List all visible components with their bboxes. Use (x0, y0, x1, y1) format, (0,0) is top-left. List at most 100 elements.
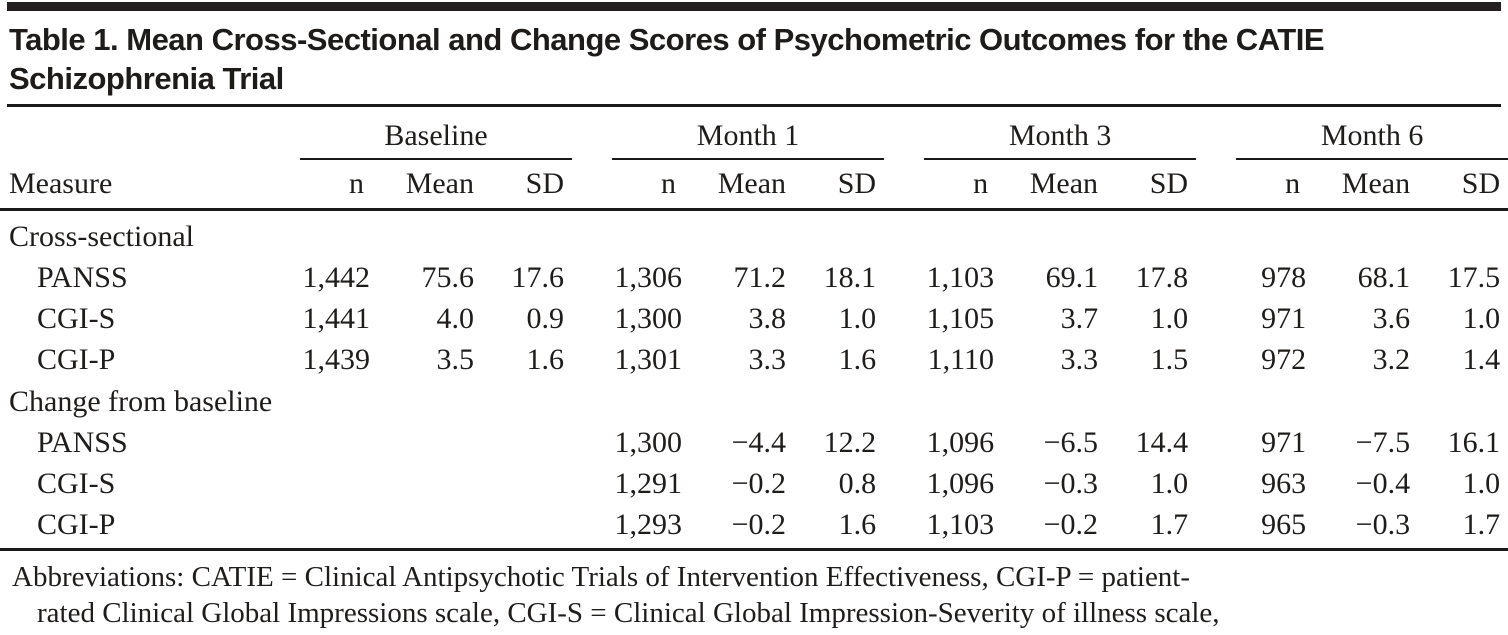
data-cell: 1,110 (927, 343, 995, 376)
data-cell: 1.7 (1462, 508, 1501, 541)
column-gap (884, 505, 924, 546)
row-label: PANSS (37, 426, 128, 459)
subheader-sd: SD (1418, 159, 1508, 211)
subheader-n: n (924, 159, 1003, 211)
data-cell: −0.2 (731, 467, 787, 500)
data-cell (482, 423, 572, 464)
column-gap (572, 258, 612, 299)
section-row: Change from baseline (0, 381, 1508, 423)
group-header-month1: Month 1 (612, 107, 885, 160)
data-cell (482, 464, 572, 505)
data-cell: 1,103 (926, 261, 995, 294)
data-cell: 1.7 (1150, 508, 1189, 541)
data-cell: 0.9 (526, 302, 565, 335)
top-rule-bar (7, 2, 1501, 11)
table-row: PANSS 1,300 −4.4 12.2 1,096 −6.5 14.4 97… (0, 423, 1508, 464)
data-cell (378, 505, 482, 546)
group-header-month6: Month 6 (1236, 107, 1508, 160)
row-label: CGI-P (37, 508, 116, 541)
column-gap (884, 340, 924, 381)
data-cell: 3.5 (436, 343, 475, 376)
column-gap (572, 423, 612, 464)
table-title-line1: Table 1. Mean Cross-Sectional and Change… (9, 22, 1325, 57)
data-cell: 1,096 (926, 467, 995, 500)
data-cell: 17.6 (511, 261, 565, 294)
table-row: CGI-S 1,441 4.0 0.9 1,300 3.8 1.0 1,105 … (0, 299, 1508, 340)
subheader-sd: SD (482, 159, 573, 211)
data-cell: 1,293 (614, 508, 683, 541)
data-cell: 14.4 (1135, 426, 1189, 459)
group-header-row: Measure Baseline Month 1 Month 3 Month 6 (0, 107, 1508, 211)
subheader-n: n (1236, 159, 1315, 211)
column-gap (572, 464, 612, 505)
outcomes-table: Measure Baseline Month 1 Month 3 Month 6… (0, 107, 1508, 546)
measure-column-header: Measure (0, 107, 300, 211)
row-label: CGI-P (37, 343, 116, 376)
row-label: PANSS (37, 261, 128, 294)
data-cell: −4.4 (731, 426, 787, 459)
data-cell: 1,301 (614, 343, 683, 376)
data-cell: −0.2 (1043, 508, 1099, 541)
subheader-mean: Mean (690, 159, 795, 211)
data-cell: 1.4 (1462, 343, 1501, 376)
table-row: CGI-S 1,291 −0.2 0.8 1,096 −0.3 1.0 963 … (0, 464, 1508, 505)
column-gap (1196, 340, 1236, 381)
data-cell: 0.8 (838, 467, 877, 500)
footnote-line: Abbreviations: CATIE = Clinical Antipsyc… (12, 561, 1191, 593)
data-cell: 75.6 (421, 261, 475, 294)
data-cell: −6.5 (1043, 426, 1099, 459)
column-gap (884, 299, 924, 340)
data-cell: 1,105 (926, 302, 995, 335)
data-cell: 1,306 (614, 261, 683, 294)
data-cell (482, 505, 572, 546)
data-cell (300, 464, 378, 505)
column-gap (1196, 505, 1236, 546)
column-gap (884, 258, 924, 299)
group-header-month3: Month 3 (924, 107, 1197, 160)
column-gap (572, 505, 612, 546)
data-cell: −0.3 (1355, 508, 1411, 541)
row-label: CGI-S (37, 467, 116, 500)
data-cell: 1.0 (1150, 467, 1189, 500)
column-gap (1196, 258, 1236, 299)
data-cell: 1,441 (302, 302, 371, 335)
data-cell: −0.2 (731, 508, 787, 541)
table-title-line2: Schizophrenia Trial (9, 61, 284, 96)
data-cell: 17.5 (1447, 261, 1501, 294)
subheader-n: n (612, 159, 691, 211)
column-gap (572, 299, 612, 340)
group-header-baseline: Baseline (300, 107, 573, 160)
data-cell: 1.6 (838, 508, 877, 541)
data-cell: 3.2 (1372, 343, 1411, 376)
data-cell: 1.6 (838, 343, 877, 376)
data-cell: 3.7 (1060, 302, 1099, 335)
data-cell: −0.3 (1043, 467, 1099, 500)
column-gap (572, 107, 613, 211)
section-label-cross-sectional: Cross-sectional (9, 220, 194, 253)
data-cell: 1,096 (926, 426, 995, 459)
data-cell: 1.0 (1462, 467, 1501, 500)
data-cell: 1,103 (926, 508, 995, 541)
data-cell: 1.5 (1150, 343, 1189, 376)
subheader-mean: Mean (378, 159, 482, 211)
data-cell: 1.0 (1462, 302, 1501, 335)
data-cell: 12.2 (823, 426, 877, 459)
data-cell (378, 464, 482, 505)
data-cell: 69.1 (1045, 261, 1099, 294)
section-row: Cross-sectional (0, 210, 1508, 259)
data-cell: 68.1 (1357, 261, 1411, 294)
data-cell: 3.8 (748, 302, 787, 335)
column-gap (1196, 299, 1236, 340)
data-cell: 1,439 (302, 343, 371, 376)
data-cell (300, 423, 378, 464)
data-cell: 1,300 (614, 426, 683, 459)
column-gap (884, 464, 924, 505)
subheader-n: n (300, 159, 378, 211)
table-row: CGI-P 1,293 −0.2 1.6 1,103 −0.2 1.7 965 … (0, 505, 1508, 546)
data-cell: 1,442 (302, 261, 371, 294)
subheader-mean: Mean (1002, 159, 1107, 211)
column-gap (884, 107, 925, 211)
subheader-row: n Mean SD n Mean SD n Mean SD n Mean SD (0, 159, 1508, 211)
data-cell (300, 505, 378, 546)
data-cell: 17.8 (1135, 261, 1189, 294)
